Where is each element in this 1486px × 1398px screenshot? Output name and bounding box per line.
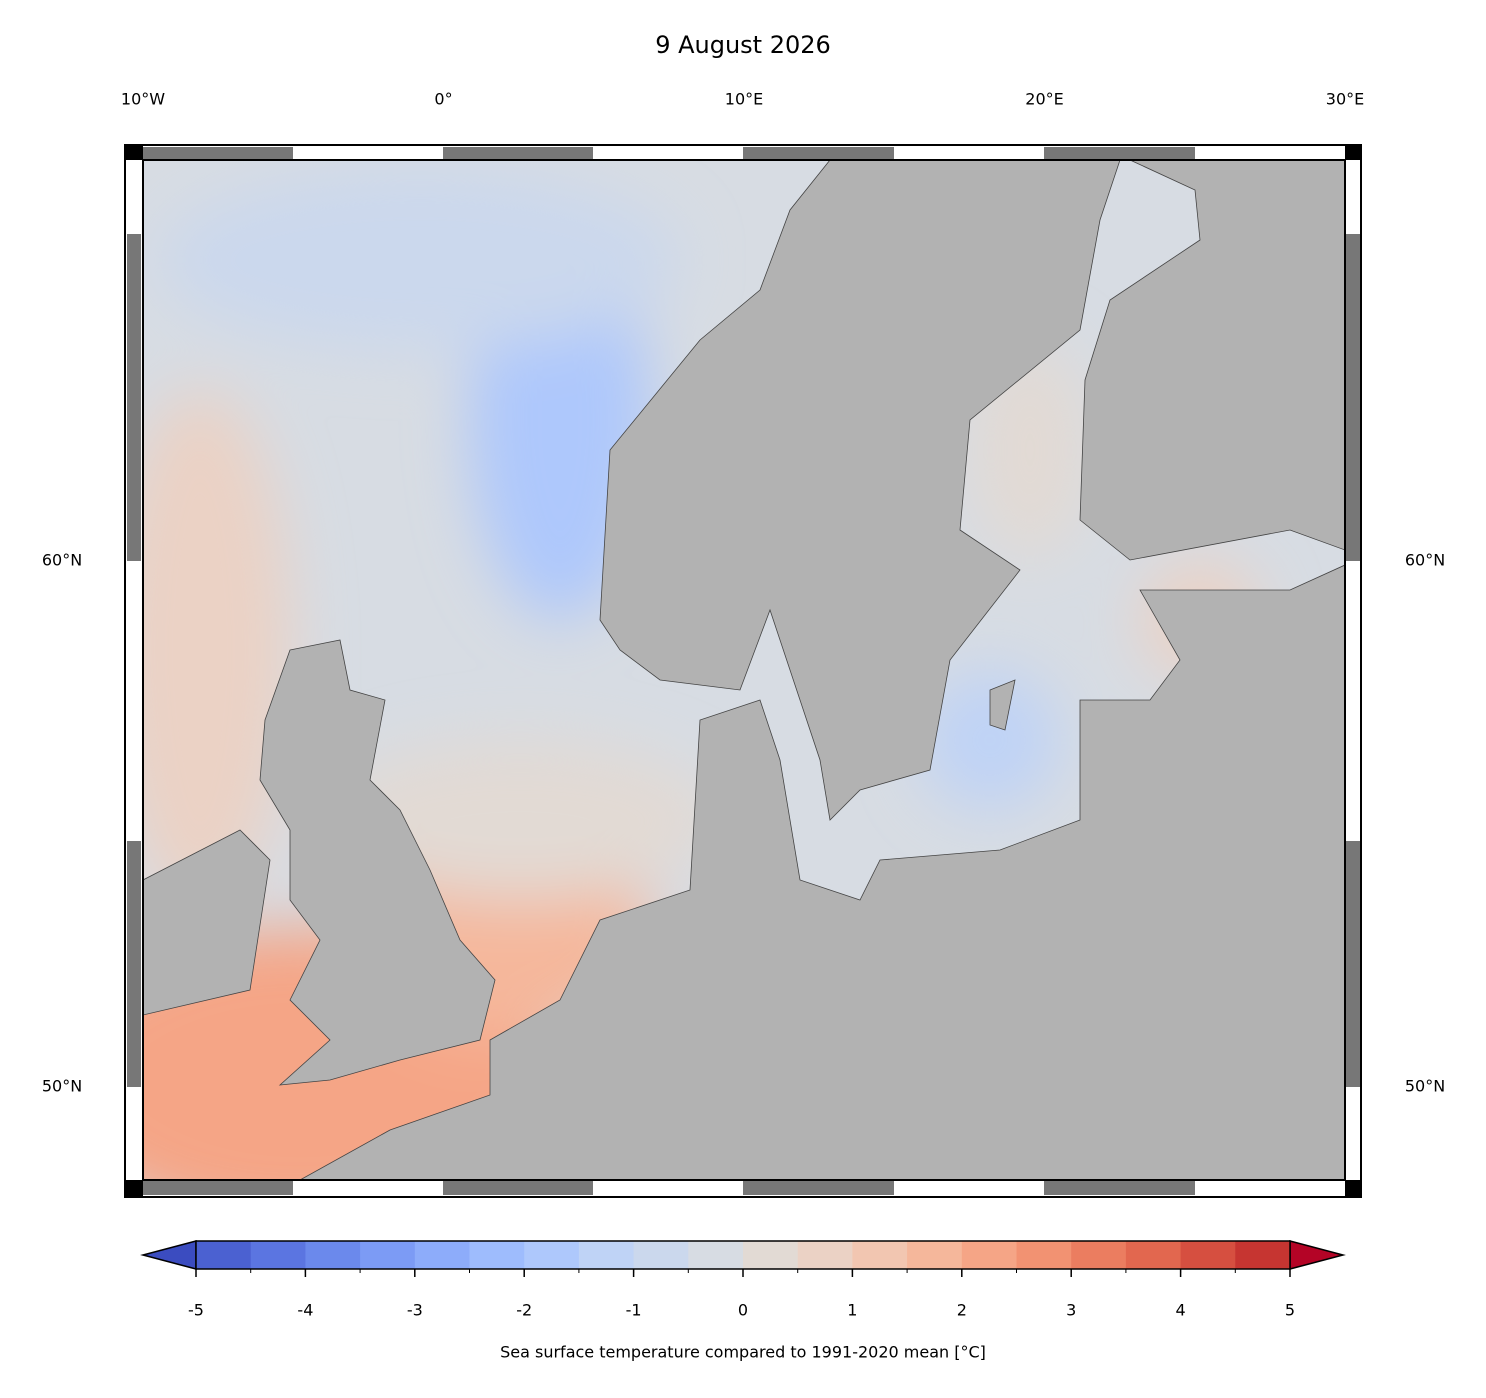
colorbar-band xyxy=(688,1241,744,1269)
colorbar-extend-low xyxy=(140,1240,197,1270)
lat-label: 50°N xyxy=(42,1076,82,1095)
lat-label: 60°N xyxy=(42,550,82,569)
colorbar-band xyxy=(1071,1241,1127,1269)
colorbar-band xyxy=(743,1241,799,1269)
colorbar-band xyxy=(578,1241,635,1269)
colorbar-tick-label: 0 xyxy=(738,1301,748,1320)
colorbar-band xyxy=(1125,1241,1182,1269)
lon-label: 10°W xyxy=(121,90,165,109)
colorbar-band xyxy=(250,1241,306,1269)
colorbar-tick-label: 4 xyxy=(1176,1301,1186,1320)
lon-label: 0° xyxy=(434,90,452,109)
colorbar-band xyxy=(797,1241,853,1269)
colorbar-tick-label: -5 xyxy=(188,1301,204,1320)
colorbar-extend-high xyxy=(1289,1240,1346,1270)
lon-label: 10°E xyxy=(725,90,763,109)
colorbar-band xyxy=(196,1241,252,1269)
colorbar-tick-label: -3 xyxy=(407,1301,423,1320)
colorbar-band xyxy=(414,1241,470,1269)
colorbar-band xyxy=(1016,1241,1072,1269)
colorbar-tick-label: 2 xyxy=(957,1301,967,1320)
colorbar-band xyxy=(961,1241,1017,1269)
colorbar-band xyxy=(360,1241,416,1269)
colorbar-tick-label: -2 xyxy=(516,1301,532,1320)
land xyxy=(599,160,1121,821)
colorbar-tick-label: 1 xyxy=(847,1301,857,1320)
colorbar-band xyxy=(524,1241,580,1269)
colorbar-label: Sea surface temperature compared to 1991… xyxy=(500,1343,986,1362)
land xyxy=(989,679,1016,731)
colorbar-band xyxy=(1180,1241,1236,1269)
map xyxy=(143,160,1345,1180)
map-border xyxy=(142,159,1346,1181)
colorbar-band xyxy=(305,1241,361,1269)
colorbar-band xyxy=(633,1241,689,1269)
colorbar-band xyxy=(1235,1241,1291,1269)
title: 9 August 2026 xyxy=(655,31,831,59)
colorbar-tick-label: 5 xyxy=(1285,1301,1295,1320)
lon-label: 20°E xyxy=(1025,90,1063,109)
colorbar-band xyxy=(852,1241,908,1269)
colorbar-tick-label: -4 xyxy=(297,1301,313,1320)
colorbar-tick-label: -1 xyxy=(626,1301,642,1320)
colorbar-band xyxy=(907,1241,963,1269)
lon-label: 30°E xyxy=(1326,90,1364,109)
land xyxy=(259,639,496,1086)
colorbar-tick-label: 3 xyxy=(1066,1301,1076,1320)
colorbar-band xyxy=(469,1241,525,1269)
lat-label: 60°N xyxy=(1405,550,1445,569)
lat-label: 50°N xyxy=(1405,1076,1445,1095)
land xyxy=(1079,160,1345,561)
land xyxy=(299,564,1345,1180)
land xyxy=(143,829,271,1016)
